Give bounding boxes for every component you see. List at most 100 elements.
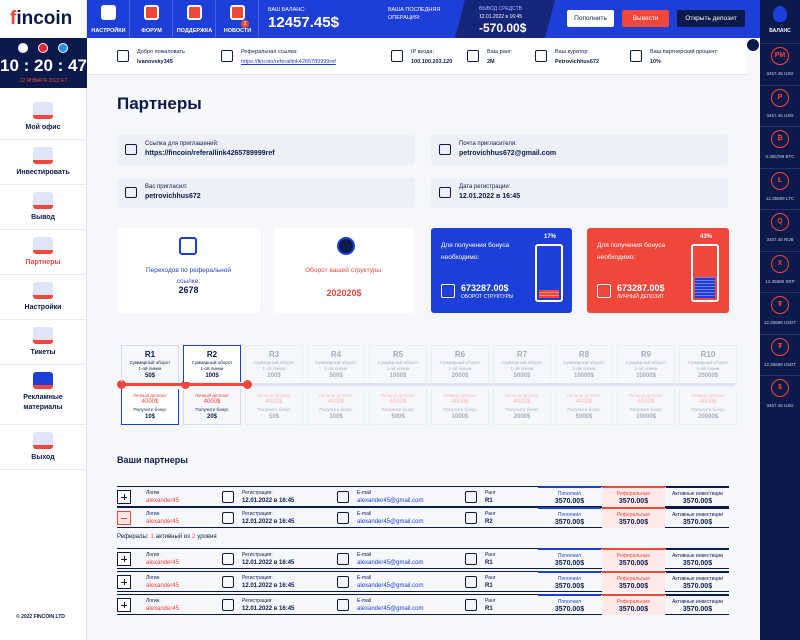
menu-icon bbox=[33, 372, 53, 389]
rank-value: R1 bbox=[485, 560, 493, 566]
rank-bonus-label: Получите бонус bbox=[505, 407, 539, 412]
menu-label: Вывод bbox=[31, 214, 55, 221]
rank-bonus-label: Получите бонус bbox=[443, 407, 477, 412]
rank-bonus-label: Получите бонус bbox=[691, 407, 725, 412]
deposit-cell: Пополнил 3570.00$ bbox=[538, 548, 601, 569]
rank-turnover: 15000$ bbox=[635, 373, 657, 379]
nav-item[interactable]: НАСТРОЙКИ bbox=[87, 0, 130, 38]
menu-item[interactable]: Выход bbox=[0, 425, 86, 470]
field-value: petrovichhus672@gmail.com bbox=[459, 150, 557, 157]
expand-button[interactable] bbox=[117, 552, 131, 566]
rank-value: R1 bbox=[485, 606, 493, 612]
reg-value: 12.01.2022 в 16:45 bbox=[242, 498, 295, 504]
rank-line-label: 1-ой линии bbox=[448, 366, 472, 371]
rank-top: R8 Суммарный оборот 1-ой линии 10000$ bbox=[555, 345, 613, 382]
active-cell: Активные инвестиции 3570.00$ bbox=[666, 571, 729, 592]
field: Вас пригласил: petrovichhus672 bbox=[117, 178, 415, 208]
page-title: Партнеры bbox=[117, 94, 202, 113]
rank-line-label: 1-ой линии bbox=[262, 366, 286, 371]
rank-deposit-label: Личный депозит bbox=[257, 393, 291, 398]
deposit-cell: Пополнил 3570.00$ bbox=[538, 594, 601, 615]
rank-top: R7 Суммарный оборот 1-ой линии 5000$ bbox=[493, 345, 551, 382]
deposit-value: 3570.00$ bbox=[554, 583, 585, 590]
icon bbox=[337, 553, 349, 565]
rank-deposit-label: Личный депозит bbox=[195, 393, 229, 398]
battery bbox=[535, 244, 563, 302]
deposit-label: Пополнил bbox=[557, 491, 582, 497]
login-label: Логин bbox=[146, 511, 160, 517]
coin-value: 12.35689 USDT bbox=[763, 361, 797, 367]
coin-icon: Q bbox=[771, 213, 789, 231]
email-value: alexander45@gmail.com bbox=[357, 560, 424, 566]
reg-value: 12.01.2022 в 16:45 bbox=[242, 583, 295, 589]
icon bbox=[630, 50, 642, 62]
wallet-icon bbox=[773, 6, 787, 22]
menu-label: Рекламные материалы bbox=[23, 394, 63, 411]
email-label: E-mail bbox=[357, 575, 372, 581]
menu-item[interactable]: Настройки bbox=[0, 275, 86, 320]
rank-dot bbox=[181, 380, 190, 389]
rank-bonus: 20$ bbox=[206, 414, 217, 420]
expand-button[interactable] bbox=[117, 575, 131, 589]
last-op-date: 12.01.2022 в 16:45 bbox=[479, 14, 522, 20]
reg-label: Регистрация: bbox=[242, 598, 273, 604]
menu-item[interactable]: Вывод bbox=[0, 185, 86, 230]
rank-deposit-label: Личный депозит bbox=[505, 393, 539, 398]
menu-item[interactable]: Партнеры bbox=[0, 230, 86, 275]
rank-deposit: 4000$ bbox=[327, 399, 345, 405]
rank-turnover: 200$ bbox=[267, 373, 281, 379]
info-value: Petrovichhus672 bbox=[555, 59, 600, 65]
nav-label: ФОРУМ bbox=[141, 28, 162, 34]
rank-bonus-label: Получите бонус bbox=[319, 407, 353, 412]
wallet-sidebar: БАЛАНС PM 3457.45 USD P 3457.45 USD ₿ 0.356789… bbox=[760, 0, 800, 640]
button[interactable]: Открыть депозит bbox=[677, 10, 745, 27]
email-label: E-mail bbox=[357, 511, 372, 517]
rank-top: R10 Суммарный оборот 1-ой линии 20000$ bbox=[679, 345, 737, 382]
menu-item[interactable]: Тикеты bbox=[0, 320, 86, 365]
collapse-tab[interactable] bbox=[746, 38, 760, 52]
button[interactable]: Пополнить bbox=[567, 10, 614, 27]
active-value: 3570.00$ bbox=[682, 519, 713, 526]
menu-item[interactable]: Рекламные материалы bbox=[0, 365, 86, 425]
expand-button[interactable] bbox=[117, 598, 131, 612]
active-value: 3570.00$ bbox=[682, 606, 713, 613]
rank-bottom: Личный депозит 4000$ Получите бонус 20$ bbox=[183, 389, 241, 425]
rank-bonus: 2000$ bbox=[513, 414, 531, 420]
button-bar bbox=[121, 517, 127, 519]
stat-card: Оборот вашей структуры: 202020$ bbox=[274, 228, 414, 313]
expand-button[interactable] bbox=[117, 490, 131, 504]
button[interactable]: Вывести bbox=[622, 10, 669, 27]
wallet-item-divider bbox=[760, 84, 800, 86]
active-cell: Активные инвестиции 3570.00$ bbox=[666, 486, 729, 507]
referral-value: 3570.00$ bbox=[618, 560, 649, 567]
referral-cell: Реферальные 3570.00$ bbox=[602, 571, 665, 592]
coin-icon: Ł bbox=[771, 171, 789, 190]
field: Ссылка для приглашений: https://fincoin/r… bbox=[117, 135, 415, 165]
last-op-amount: -570.00$ bbox=[479, 21, 527, 35]
rank-deposit-label: Личный депозит bbox=[133, 393, 167, 398]
nav-item[interactable]: ПОДДЕРЖКА bbox=[173, 0, 216, 38]
rank-deposit-label: Личный депозит bbox=[443, 393, 477, 398]
rank-deposit-label: Личный депозит bbox=[629, 393, 663, 398]
partner-row: Логин alexander45 Регистрация: 12.01.2022 в… bbox=[117, 571, 729, 592]
rank-deposit-label: Личный депозит bbox=[381, 393, 415, 398]
field-value: petrovichhus672 bbox=[145, 193, 201, 200]
field-label: Ссылка для приглашений: bbox=[145, 141, 219, 147]
rank-label: Ранг bbox=[485, 552, 496, 558]
active-value: 3570.00$ bbox=[682, 560, 713, 567]
nav-item[interactable]: 2 НОВОСТИ bbox=[216, 0, 259, 38]
top-bar: НАСТРОЙКИ ФОРУМ ПОДДЕРЖКА 2 НОВОСТИ ВАШ БАЛАН… bbox=[87, 0, 760, 38]
menu-item[interactable]: Инвестировать bbox=[0, 140, 86, 185]
wallet-item-divider bbox=[760, 250, 800, 252]
rank-line-label: 1-ой линии bbox=[138, 366, 162, 371]
rank-top: R9 Суммарный оборот 1-ой линии 15000$ bbox=[617, 345, 675, 382]
bonus-caption: ОБОРОТ СТРУКТУРЫ bbox=[461, 294, 514, 300]
logo: fincoin bbox=[10, 8, 73, 29]
bonus-percent: 43% bbox=[699, 234, 712, 240]
active-label: Активные инвестиции bbox=[672, 599, 723, 605]
menu-item[interactable]: Мой офис bbox=[0, 95, 86, 140]
expand-button[interactable] bbox=[117, 511, 131, 525]
last-op-type: ВЫВОД СРЕДСТВ bbox=[479, 6, 522, 12]
nav-item[interactable]: ФОРУМ bbox=[130, 0, 173, 38]
rank-bonus: 500$ bbox=[391, 414, 405, 420]
